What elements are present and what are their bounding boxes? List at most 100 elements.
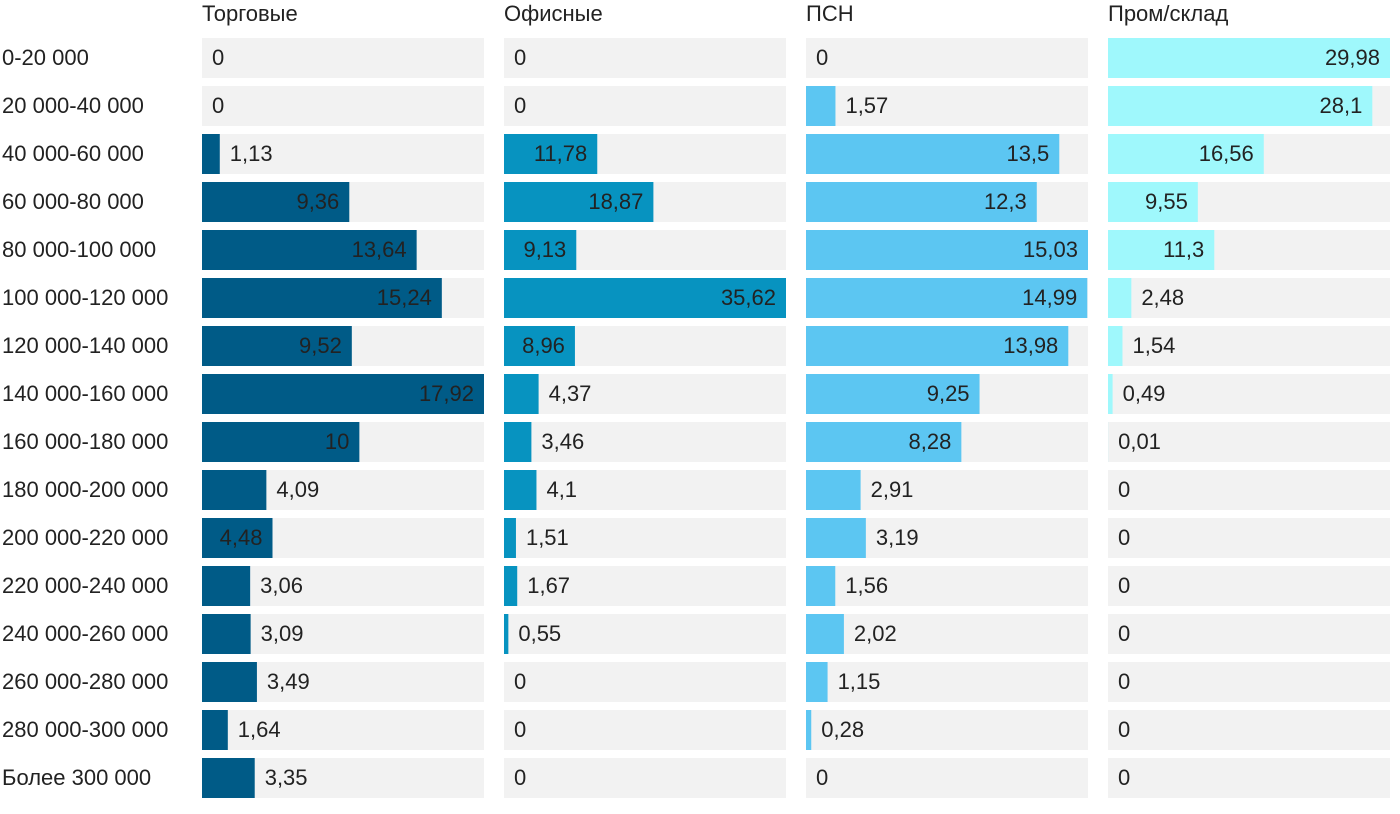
- panel-title: Офисные: [504, 1, 603, 26]
- value-label: 9,13: [523, 237, 566, 262]
- bar: [806, 182, 1037, 222]
- bar: [806, 422, 962, 462]
- category-label: 0-20 000: [2, 45, 89, 70]
- value-label: 1,54: [1132, 333, 1175, 358]
- value-label: 3,09: [261, 621, 304, 646]
- value-label: 3,35: [265, 765, 308, 790]
- value-label: 3,06: [260, 573, 303, 598]
- value-label: 0,49: [1123, 381, 1166, 406]
- bar: [806, 278, 1088, 318]
- row-background: [1108, 278, 1390, 318]
- bar: [202, 614, 251, 654]
- category-label: 100 000-120 000: [2, 285, 168, 310]
- bar: [202, 710, 228, 750]
- bar: [1108, 134, 1264, 174]
- value-label: 3,19: [876, 525, 919, 550]
- row-background: [504, 422, 786, 462]
- row-background: [504, 38, 786, 78]
- value-label: 2,91: [871, 477, 914, 502]
- value-label: 2,02: [854, 621, 897, 646]
- category-label: 220 000-240 000: [2, 573, 168, 598]
- row-background: [806, 614, 1088, 654]
- bar: [1108, 230, 1215, 270]
- row-background: [1108, 758, 1390, 798]
- value-label: 4,48: [220, 525, 263, 550]
- value-label: 0,01: [1118, 429, 1161, 454]
- value-label: 0: [514, 765, 526, 790]
- row-background: [202, 710, 484, 750]
- value-label: 0: [1118, 573, 1130, 598]
- row-background: [806, 758, 1088, 798]
- row-background: [504, 518, 786, 558]
- value-label: 9,52: [299, 333, 342, 358]
- value-label: 0: [1118, 765, 1130, 790]
- row-background: [1108, 518, 1390, 558]
- value-label: 1,56: [845, 573, 888, 598]
- bar: [202, 470, 267, 510]
- bar: [1108, 38, 1390, 78]
- bar: [202, 278, 442, 318]
- bar: [504, 230, 577, 270]
- bar: [504, 518, 516, 558]
- row-background: [202, 134, 484, 174]
- value-label: 12,3: [984, 189, 1027, 214]
- bar: [504, 614, 509, 654]
- value-label: 8,96: [522, 333, 565, 358]
- row-background: [504, 86, 786, 126]
- value-label: 9,36: [296, 189, 339, 214]
- bar: [806, 566, 836, 606]
- value-label: 3,49: [267, 669, 310, 694]
- bar: [1108, 182, 1198, 222]
- value-label: 0: [1118, 477, 1130, 502]
- row-background: [806, 86, 1088, 126]
- value-label: 0: [1118, 669, 1130, 694]
- row-background: [202, 86, 484, 126]
- value-label: 1,51: [526, 525, 569, 550]
- bar: [202, 518, 273, 558]
- panel-title: Пром/склад: [1108, 1, 1228, 26]
- row-background: [1108, 422, 1390, 462]
- bar: [806, 470, 861, 510]
- value-label: 0: [816, 45, 828, 70]
- bar: [1108, 86, 1373, 126]
- panel-title: Торговые: [202, 1, 298, 26]
- bar: [806, 662, 828, 702]
- value-label: 29,98: [1325, 45, 1380, 70]
- value-label: 0,28: [821, 717, 864, 742]
- bar: [1108, 326, 1123, 366]
- value-label: 13,5: [1006, 141, 1049, 166]
- value-label: 13,64: [352, 237, 407, 262]
- row-background: [1108, 566, 1390, 606]
- bar: [806, 518, 866, 558]
- category-label: 260 000-280 000: [2, 669, 168, 694]
- row-background: [202, 38, 484, 78]
- value-label: 8,28: [909, 429, 952, 454]
- bar: [504, 566, 518, 606]
- value-label: 16,56: [1199, 141, 1254, 166]
- bar: [504, 470, 537, 510]
- category-label: 140 000-160 000: [2, 381, 168, 406]
- value-label: 13,98: [1003, 333, 1058, 358]
- value-label: 28,1: [1319, 93, 1362, 118]
- row-background: [504, 566, 786, 606]
- value-label: 4,09: [276, 477, 319, 502]
- category-label: 240 000-260 000: [2, 621, 168, 646]
- value-label: 0: [212, 93, 224, 118]
- value-label: 0: [816, 765, 828, 790]
- row-background: [806, 662, 1088, 702]
- value-label: 4,1: [546, 477, 577, 502]
- value-label: 2,48: [1141, 285, 1184, 310]
- value-label: 1,13: [230, 141, 273, 166]
- bar: [202, 134, 220, 174]
- bar: [202, 326, 352, 366]
- category-label: 120 000-140 000: [2, 333, 168, 358]
- row-background: [1108, 614, 1390, 654]
- row-background: [504, 470, 786, 510]
- bar: [202, 374, 484, 414]
- value-label: 1,15: [838, 669, 881, 694]
- bar: [504, 374, 539, 414]
- value-label: 15,24: [377, 285, 432, 310]
- panel-title: ПСН: [806, 1, 854, 26]
- category-label: Более 300 000: [2, 765, 151, 790]
